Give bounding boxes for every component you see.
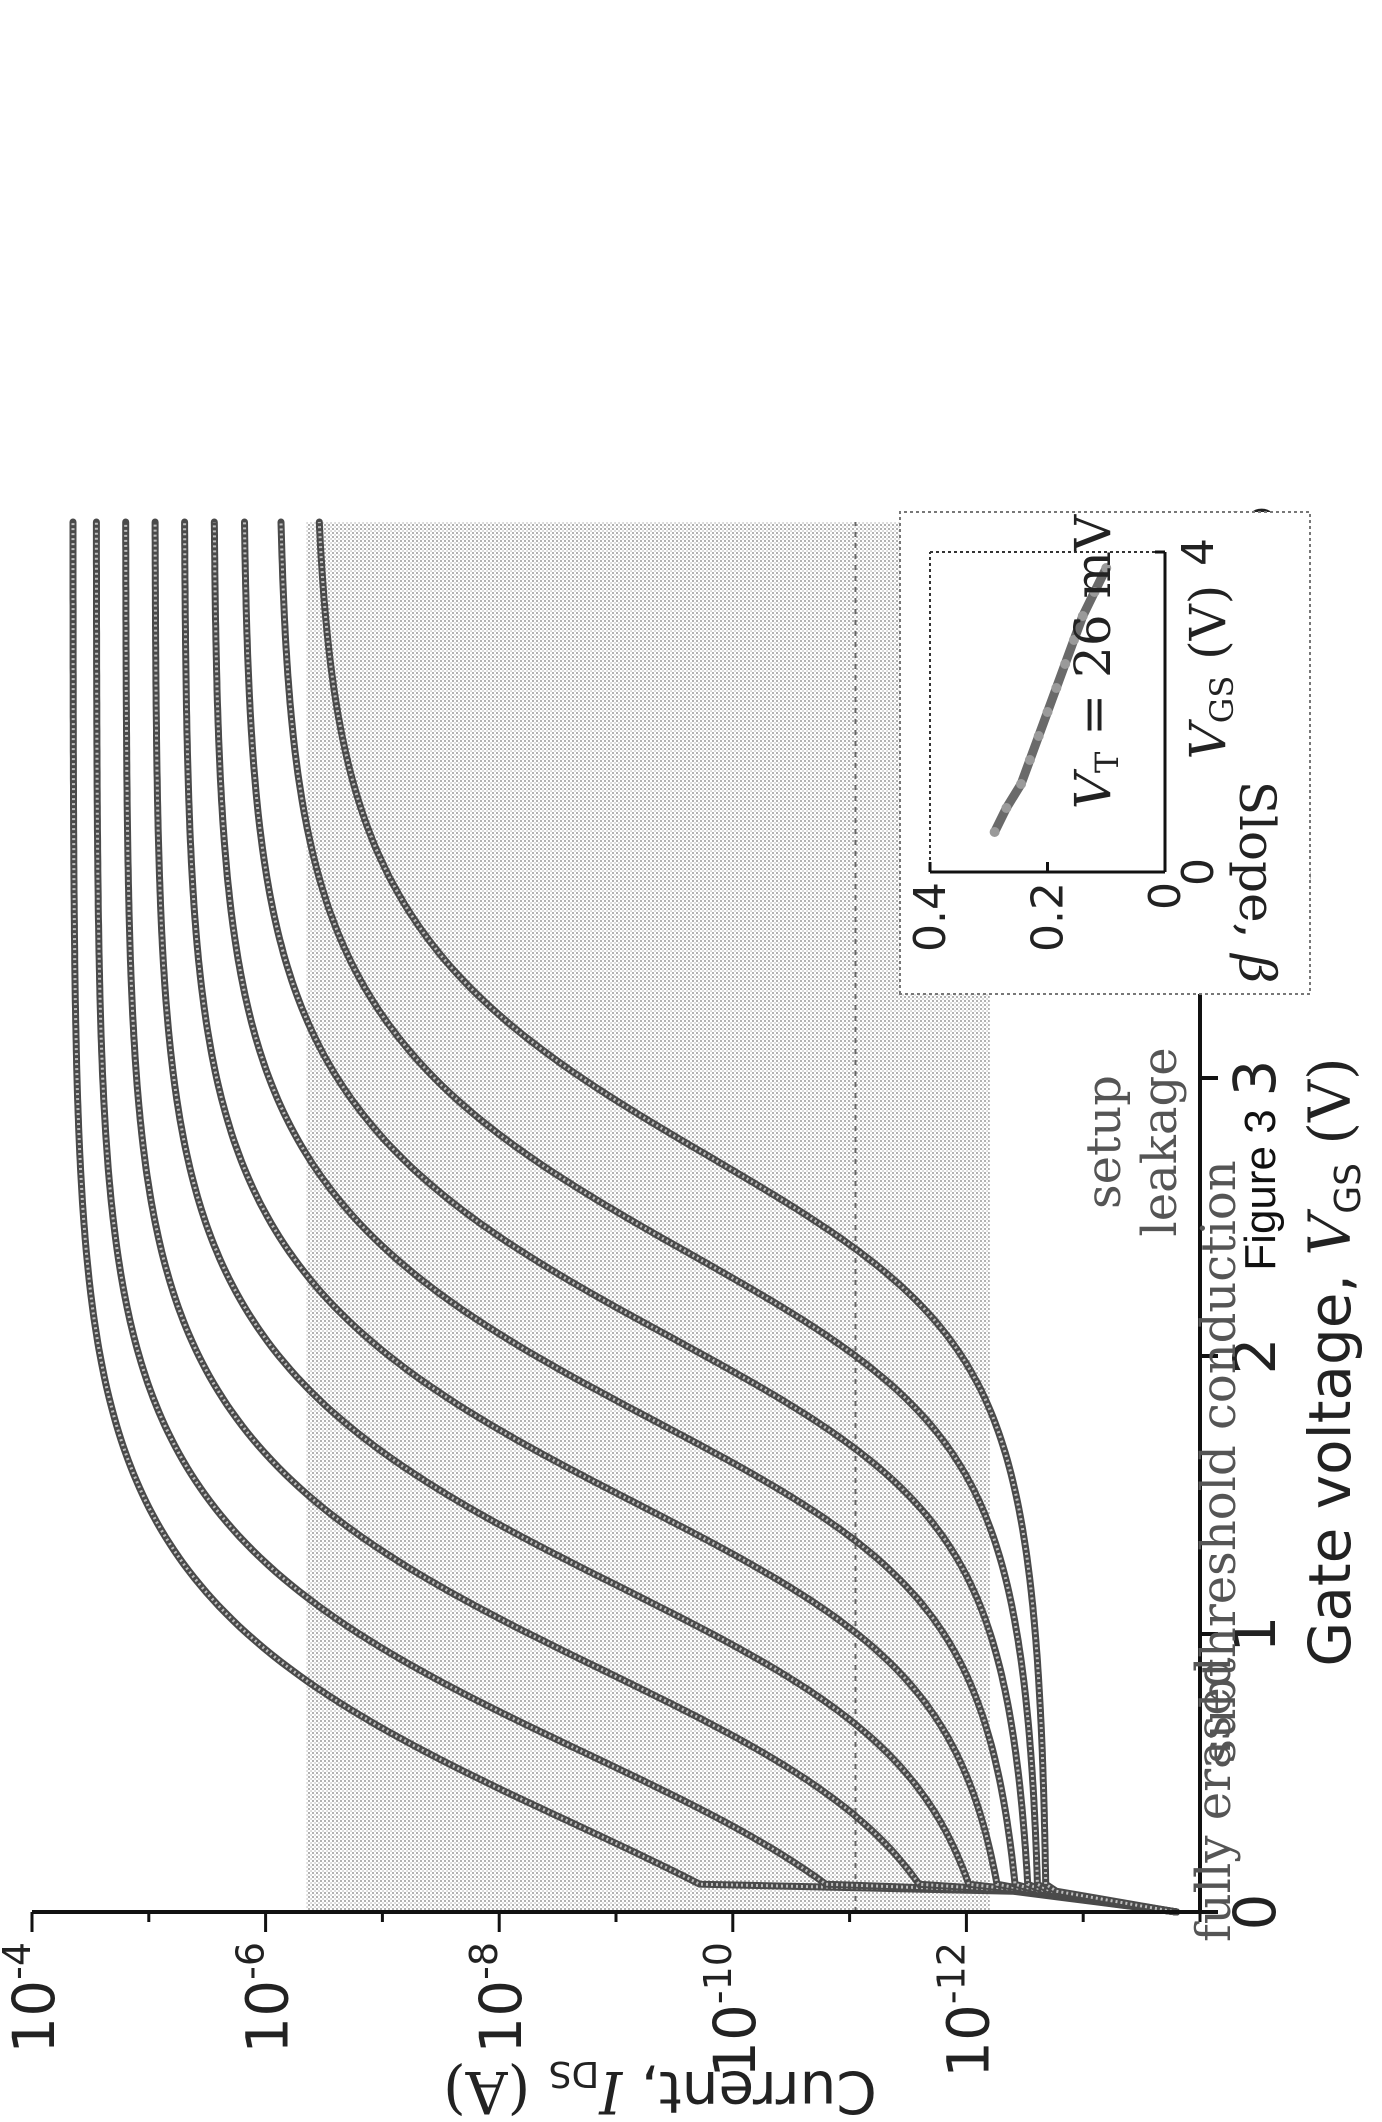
y-axis-label: Current, IDS (A)	[443, 2053, 877, 2122]
inset-y-tick-label-0.4: 0.4	[905, 882, 956, 952]
inset-point-5	[1033, 731, 1044, 741]
inset-x-label: VGS (V)	[1179, 585, 1241, 760]
shaded-operating-region	[306, 522, 990, 1912]
inset-y-label: Slope, β	[1228, 781, 1286, 984]
slope-inset: 0 4 0 0.2 0.4 Slope, β VGS (V) VT = 26 mV	[899, 511, 1311, 995]
inset-point-8	[1060, 659, 1071, 669]
series-curve-hatch-4	[153, 522, 1177, 1914]
y-tick-label--4: 10-4	[0, 1942, 68, 2054]
inset-point-6	[1042, 707, 1053, 717]
inset-y-tick-label-0: 0	[1140, 882, 1191, 910]
y-tick-label--10: 10-10	[696, 1942, 769, 2078]
inset-point-9	[1068, 635, 1079, 645]
shaded-region-layer	[306, 522, 990, 1912]
series-curve-hatch-8	[279, 521, 1177, 1914]
x-tick-label-0: 0	[1221, 1894, 1289, 1931]
annotation-leakage: leakage	[1132, 1047, 1188, 1236]
series-curve-9	[315, 518, 1181, 1916]
inset-x-tick-label-0: 0	[1173, 858, 1224, 886]
inset-point-4	[1024, 755, 1035, 765]
inset-point-2	[1001, 803, 1012, 813]
annotation-subthreshold: subthreshold conduction	[1191, 1160, 1247, 1763]
x-tick-label-1: 1	[1221, 1616, 1289, 1653]
annotation-fully-erased: fully erased	[1186, 1657, 1242, 1943]
inset-point-3	[1016, 779, 1027, 789]
inset-point-10	[1077, 611, 1088, 621]
series-curve-hatch-3	[124, 522, 1177, 1914]
inset-point-12	[1101, 563, 1112, 573]
figure-caption-text: Figure 3	[1236, 1109, 1285, 1270]
inset-note: VT = 26 mV	[1064, 514, 1126, 809]
series-curve-hatch-5	[183, 522, 1177, 1914]
y-tick-label--12: 10-12	[929, 1942, 1002, 2078]
series-curve-hatch-7	[243, 521, 1177, 1914]
series-curve-hatch-6	[212, 521, 1177, 1914]
inset-point-7	[1051, 683, 1062, 693]
y-tick-label--6: 10-6	[229, 1942, 302, 2054]
y-tick-label--8: 10-8	[462, 1942, 535, 2054]
inset-plot-layer: 0 4 0 0.2 0.4	[905, 538, 1224, 952]
inset-point-1	[989, 827, 1000, 837]
series-curve-hatch-1	[71, 522, 1177, 1914]
x-tick-label-3: 3	[1221, 1060, 1289, 1097]
inset-x-tick-label-4: 4	[1173, 538, 1224, 566]
annotation-setup: setup	[1076, 1075, 1132, 1209]
series-layer	[69, 518, 1181, 1916]
inset-point-11	[1089, 587, 1100, 597]
figure-caption: Figure 3	[1180, 1060, 1340, 1320]
x-axis-label: Gate voltage, VGS (V)	[1296, 1057, 1369, 1666]
inset-y-tick-label-0.2: 0.2	[1023, 882, 1074, 952]
series-curve-hatch-2	[94, 522, 1177, 1914]
x-tick-label-2: 2	[1221, 1338, 1289, 1375]
